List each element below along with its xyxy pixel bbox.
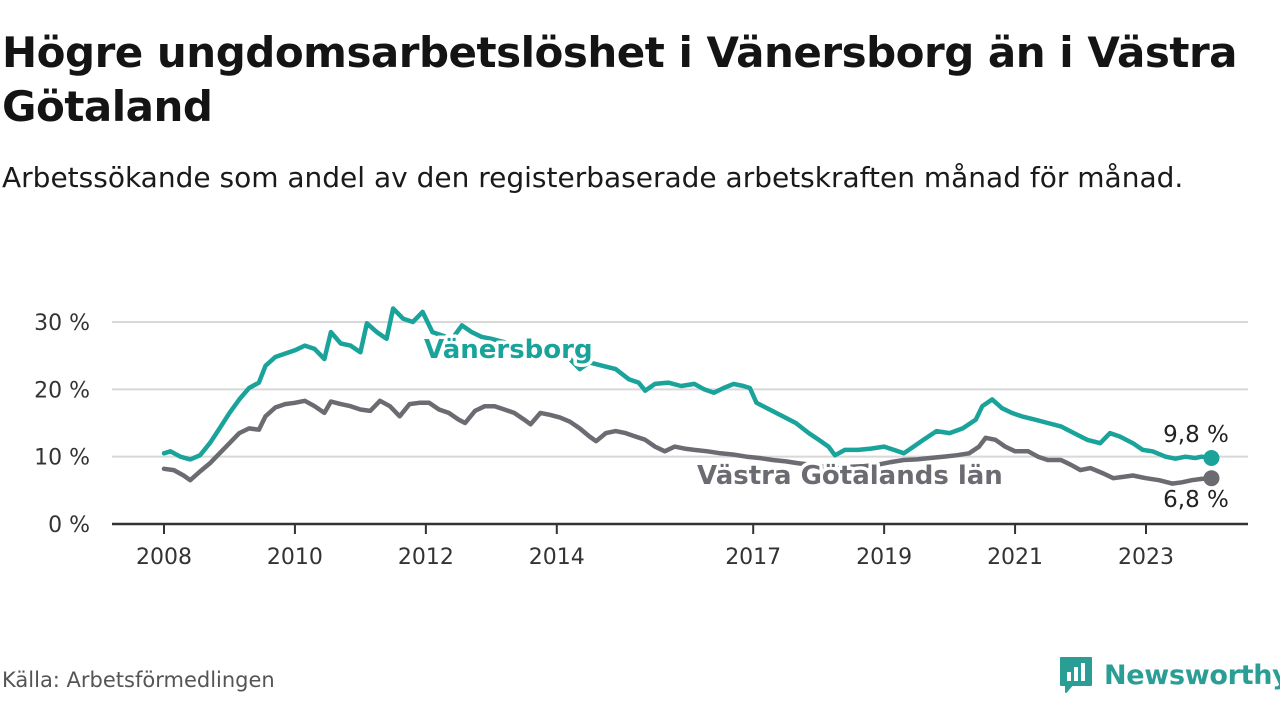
series-line-vanersborg bbox=[161, 306, 1214, 462]
y-tick-label: 0 % bbox=[48, 513, 90, 538]
end-point-vanersborg bbox=[1203, 450, 1220, 467]
series-lines bbox=[161, 306, 1220, 487]
series-label-vanersborg: Vänersborg bbox=[424, 335, 593, 365]
brand-logo[interactable]: Newsworthy bbox=[1058, 652, 1280, 698]
grid-lines bbox=[112, 321, 1248, 458]
chart-title: Högre ungdomsarbetslöshet i Vänersborg ä… bbox=[2, 28, 1238, 131]
end-value-label-vastra-gotaland: 6,8 % bbox=[1163, 487, 1229, 513]
x-tick-label: 2010 bbox=[267, 545, 323, 570]
series-line-vastra-gotaland bbox=[161, 398, 1214, 486]
x-tick-label: 2021 bbox=[987, 545, 1043, 570]
source-note: Källa: Arbetsförmedlingen bbox=[2, 668, 275, 692]
newsworthy-logo-icon bbox=[1060, 657, 1092, 693]
series-label-vastra-gotaland: Västra Götalands län bbox=[697, 461, 1003, 491]
y-tick-label: 10 % bbox=[34, 446, 90, 471]
x-tick-label: 2012 bbox=[398, 545, 454, 570]
x-tick-label: 2019 bbox=[856, 545, 912, 570]
y-tick-label: 30 % bbox=[34, 311, 90, 336]
y-tick-label: 20 % bbox=[34, 378, 90, 403]
x-tick-label: 2023 bbox=[1118, 545, 1174, 570]
x-tick-label: 2017 bbox=[725, 545, 781, 570]
x-tick-label: 2008 bbox=[136, 545, 192, 570]
chart-subtitle: Arbetssökande som andel av den registerb… bbox=[2, 161, 1184, 194]
series-labels: Vänersborg Västra Götalands län 9,8 % 6,8 % bbox=[421, 332, 1233, 517]
end-value-label-vanersborg: 9,8 % bbox=[1163, 422, 1229, 448]
x-tick-label: 2014 bbox=[529, 545, 585, 570]
axes: 0 % 10 % 20 % 30 % 2008 2010 2012 2014 2017 2019 2… bbox=[34, 311, 1248, 570]
end-point-vastra-gotaland bbox=[1203, 470, 1220, 487]
brand-name: Newsworthy bbox=[1104, 659, 1280, 691]
